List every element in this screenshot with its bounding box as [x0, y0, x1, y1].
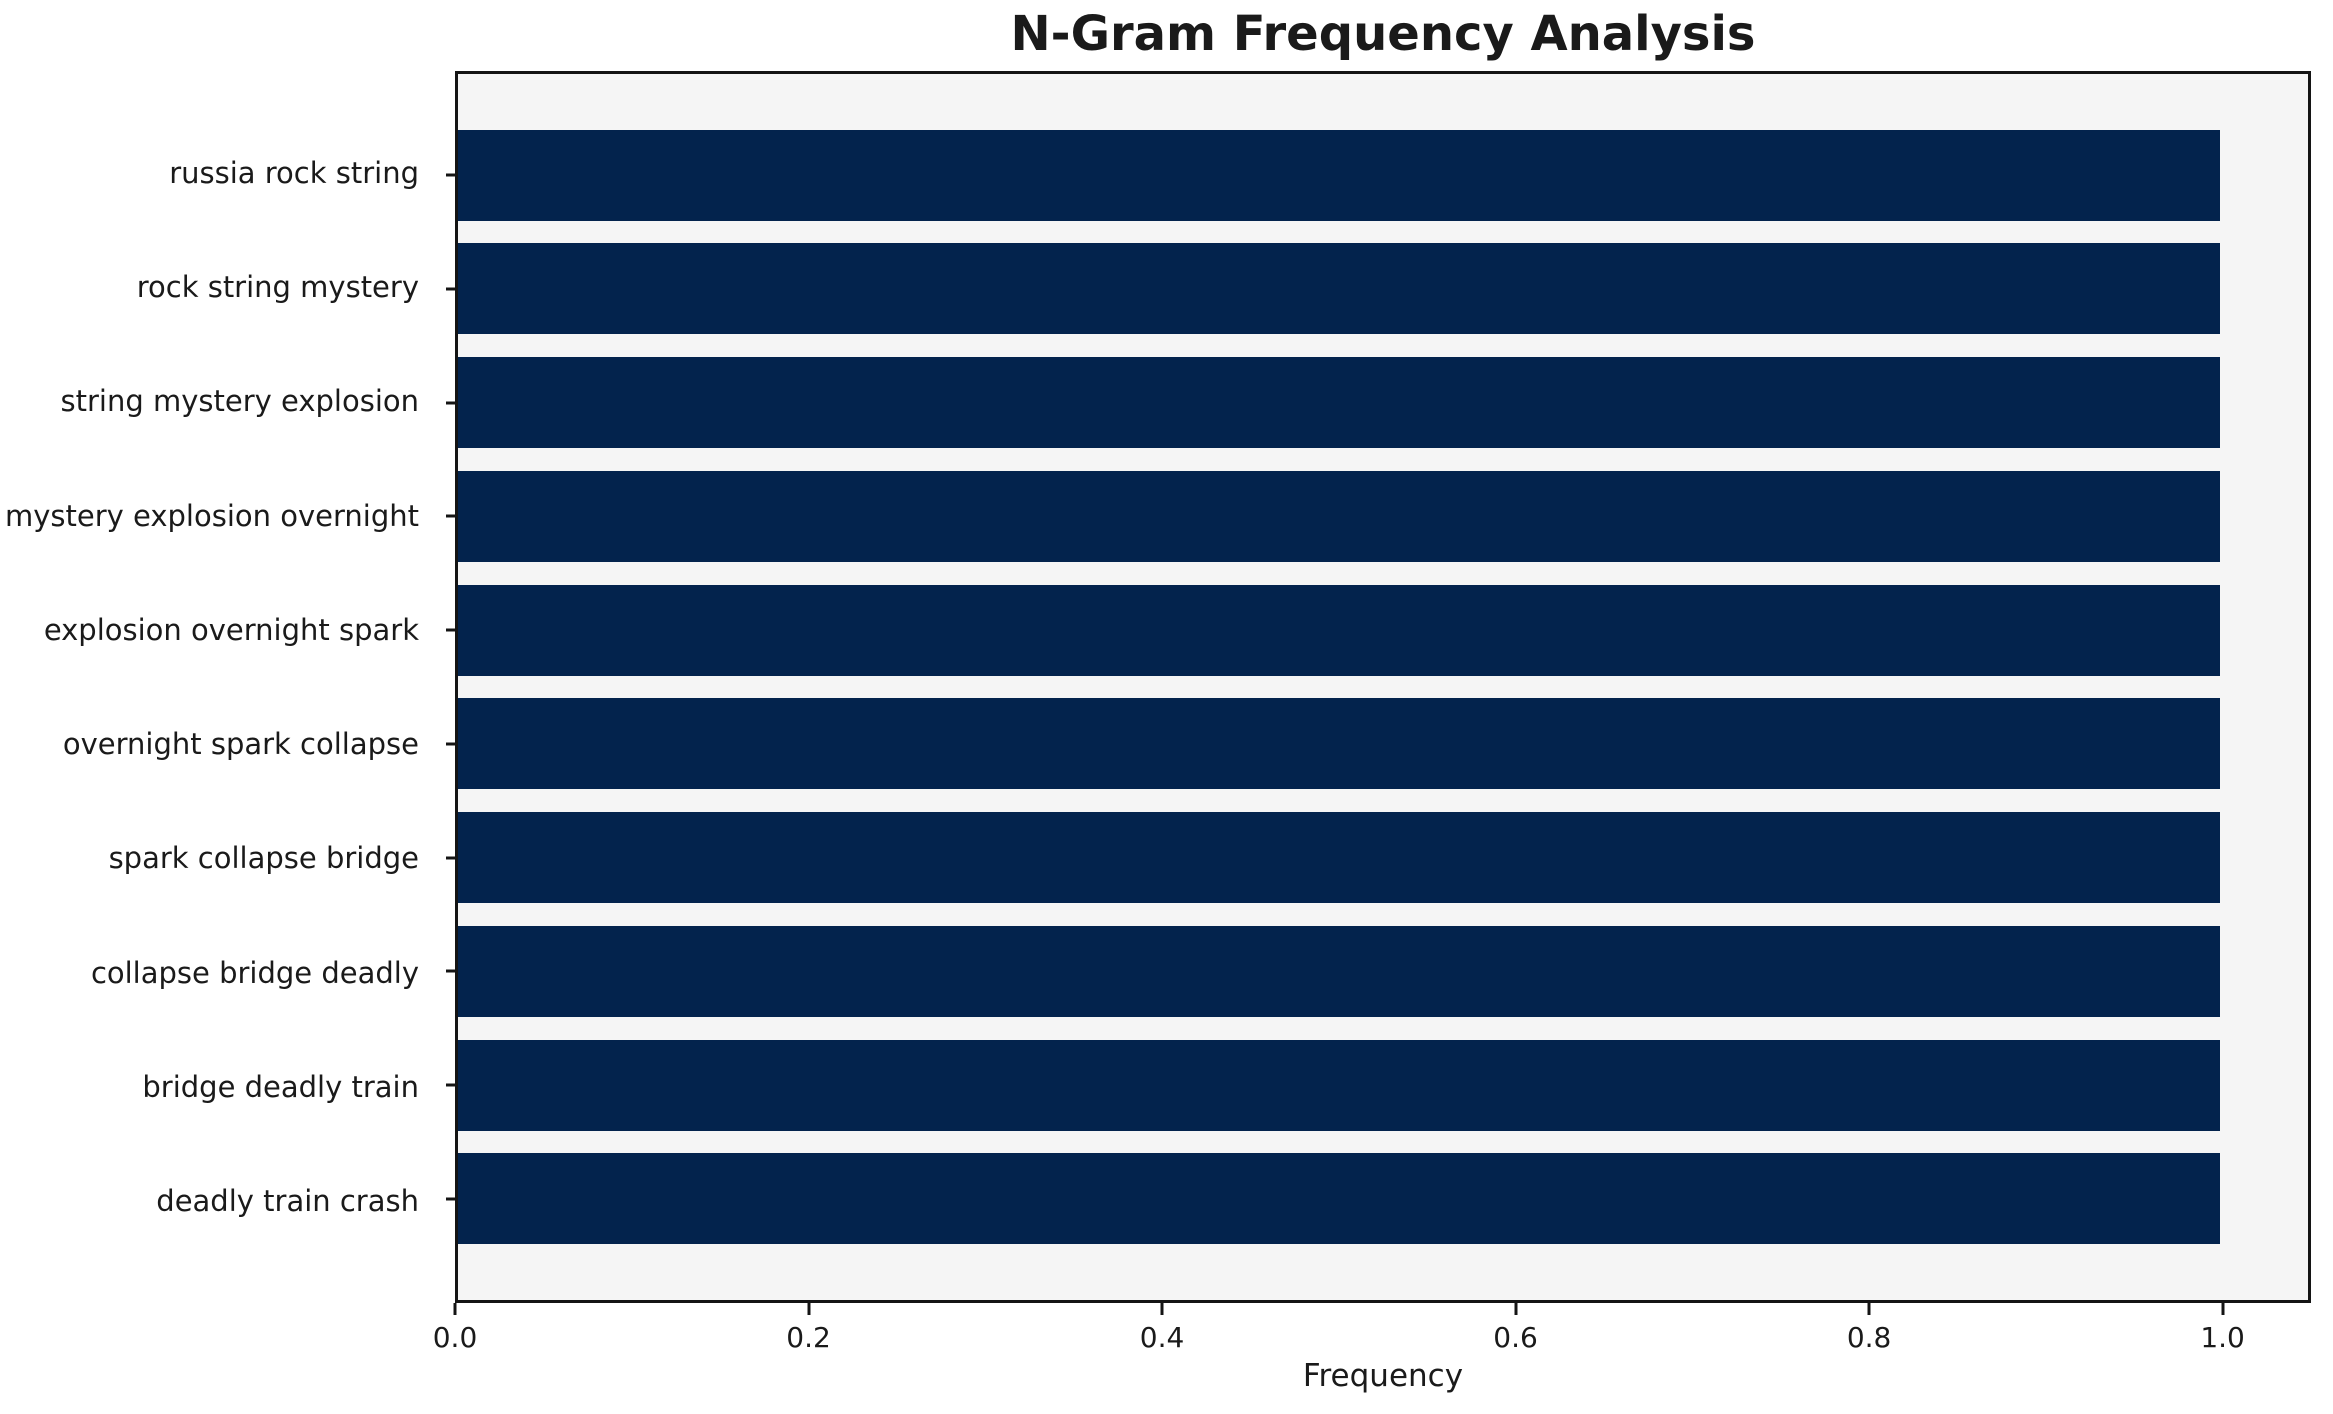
- y-tick-mark: [446, 628, 458, 632]
- x-tick-mark: [2221, 1303, 2225, 1315]
- y-tick-mark: [446, 1083, 458, 1087]
- bar: [458, 1153, 2220, 1245]
- bar: [458, 812, 2220, 904]
- x-tick-mark: [1867, 1303, 1871, 1315]
- x-tick-mark: [807, 1303, 811, 1315]
- y-tick-label: russia rock string: [169, 155, 419, 190]
- y-tick-label: deadly train crash: [156, 1184, 419, 1219]
- x-axis-title: Frequency: [1302, 1358, 1464, 1394]
- x-tick-label: 0.8: [1846, 1321, 1892, 1354]
- y-tick-mark: [446, 173, 458, 177]
- y-tick-label: collapse bridge deadly: [90, 955, 419, 990]
- y-tick-label: rock string mystery: [136, 270, 419, 305]
- x-tick-label: 0.4: [1139, 1321, 1185, 1354]
- bar: [458, 584, 2220, 676]
- y-tick-label: string mystery explosion: [60, 384, 420, 419]
- chart-title: N-Gram Frequency Analysis: [1010, 6, 1756, 62]
- x-tick-label: 1.0: [2200, 1321, 2245, 1354]
- y-tick-label: spark collapse bridge: [108, 841, 419, 876]
- x-tick-mark: [453, 1303, 457, 1315]
- x-tick-label: 0.0: [432, 1321, 478, 1354]
- plot-area: [446, 71, 2311, 1303]
- y-tick-mark: [446, 742, 458, 746]
- bar: [458, 925, 2220, 1017]
- bar: [458, 243, 2220, 335]
- x-tick-mark: [1160, 1303, 1164, 1315]
- bar: [458, 129, 2220, 221]
- y-tick-mark: [446, 514, 458, 518]
- bar: [458, 357, 2220, 449]
- x-tick-mark: [1514, 1303, 1518, 1315]
- y-tick-label: overnight spark collapse: [62, 727, 419, 762]
- y-tick-label: explosion overnight spark: [43, 612, 419, 647]
- y-tick-mark: [446, 1197, 458, 1201]
- y-tick-mark: [446, 401, 458, 405]
- bar: [458, 1039, 2220, 1131]
- y-tick-mark: [446, 856, 458, 860]
- y-tick-mark: [446, 287, 458, 291]
- bar: [458, 470, 2220, 562]
- y-tick-mark: [446, 969, 458, 973]
- y-tick-label: bridge deadly train: [142, 1069, 419, 1104]
- y-axis-labels: russia rock string rock string mystery str…: [0, 71, 437, 1303]
- bar: [458, 698, 2220, 790]
- x-tick-label: 0.6: [1493, 1321, 1538, 1354]
- x-tick-label: 0.2: [786, 1321, 831, 1354]
- x-axis: 0.0 0.2 0.4 0.6 0.8 1.0: [433, 1303, 2311, 1413]
- y-tick-label: mystery explosion overnight: [4, 498, 419, 533]
